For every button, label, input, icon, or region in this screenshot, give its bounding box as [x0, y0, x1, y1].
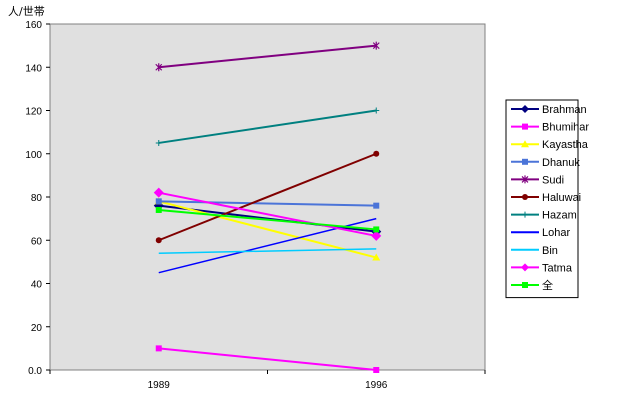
legend-item: Bin [511, 245, 558, 257]
data-point [373, 367, 380, 373]
series-5 [155, 150, 380, 244]
y-axis: 0.0 20 40 60 80 100 120 140 160 [25, 20, 50, 377]
legend-item: Hazam [511, 210, 577, 222]
data-point [372, 41, 380, 50]
series-4 [155, 41, 380, 72]
series-line [158, 200, 377, 259]
series-1 [155, 345, 380, 373]
legend: Brahman Bhumihar Kayastha Dhanuk Sudi Haluwai… [505, 99, 589, 299]
legend-label: Tatma [542, 262, 573, 274]
y-axis-unit-label: 人/世帯 [8, 5, 45, 18]
y-tick-label: 80 [31, 193, 43, 204]
y-tick-label: 140 [25, 63, 42, 74]
legend-item: Sudi [511, 174, 564, 186]
legend-label: Haluwai [542, 192, 581, 204]
series-6 [155, 107, 380, 146]
data-point [522, 194, 528, 200]
legend-item: Kayastha [511, 139, 589, 151]
legend-item: Brahman [511, 104, 587, 116]
data-point [155, 63, 163, 72]
legend-item: Dhanuk [511, 157, 580, 169]
data-point [522, 211, 528, 218]
x-axis: 1989 1996 [49, 370, 486, 391]
series-line [158, 109, 377, 144]
legend-label: Kayastha [542, 139, 589, 151]
data-point [373, 107, 380, 114]
series-9 [153, 187, 382, 241]
series-line [158, 347, 377, 371]
series-line [158, 152, 377, 242]
legend-label: Bhumihar [542, 122, 589, 134]
data-point [372, 253, 381, 261]
data-point [521, 140, 529, 148]
y-tick-label: 100 [25, 150, 42, 161]
series-7 [158, 217, 377, 274]
y-tick-label: 60 [31, 236, 43, 247]
data-point [155, 237, 162, 244]
data-point [521, 175, 529, 184]
legend-item: Bhumihar [511, 122, 589, 134]
legend-label: Dhanuk [542, 157, 580, 169]
legend-label: Hazam [542, 210, 577, 222]
data-point [155, 345, 162, 352]
series-line [158, 248, 377, 254]
series-line [158, 44, 377, 69]
data-point [373, 226, 380, 233]
series-line [158, 217, 377, 274]
series-line [158, 208, 377, 231]
series-line [158, 191, 377, 237]
legend-label: Brahman [542, 104, 587, 116]
series-3 [155, 198, 380, 209]
legend-label: Sudi [542, 174, 564, 186]
legend-label: Bin [542, 245, 558, 257]
y-tick-label: 40 [31, 280, 43, 291]
y-tick-label: 0.0 [28, 366, 42, 377]
series-8 [158, 248, 377, 254]
data-point [373, 202, 380, 209]
data-point [155, 139, 162, 146]
data-point [521, 263, 529, 272]
legend-item: Haluwai [511, 192, 581, 204]
legend-label: Lohar [542, 227, 570, 239]
legend-item: Tatma [511, 262, 573, 274]
y-tick-label: 20 [31, 323, 43, 334]
data-point [522, 123, 528, 130]
x-tick-label: 1989 [148, 380, 171, 391]
data-point [153, 187, 164, 198]
series-10 [155, 206, 380, 233]
series-layer [153, 41, 382, 373]
series-line [158, 200, 377, 207]
data-point [155, 206, 162, 213]
legend-item: Lohar [511, 227, 570, 239]
data-point [521, 105, 529, 113]
y-tick-label: 160 [25, 20, 42, 31]
data-point [522, 158, 528, 165]
data-point [373, 150, 380, 157]
y-tick-label: 120 [25, 107, 42, 118]
data-point [155, 198, 162, 205]
legend-item: 全 [511, 278, 553, 292]
x-tick-label: 1996 [365, 380, 388, 391]
data-point [522, 282, 528, 288]
legend-box [505, 99, 579, 299]
legend-label: 全 [542, 278, 553, 292]
data-point [371, 230, 382, 241]
